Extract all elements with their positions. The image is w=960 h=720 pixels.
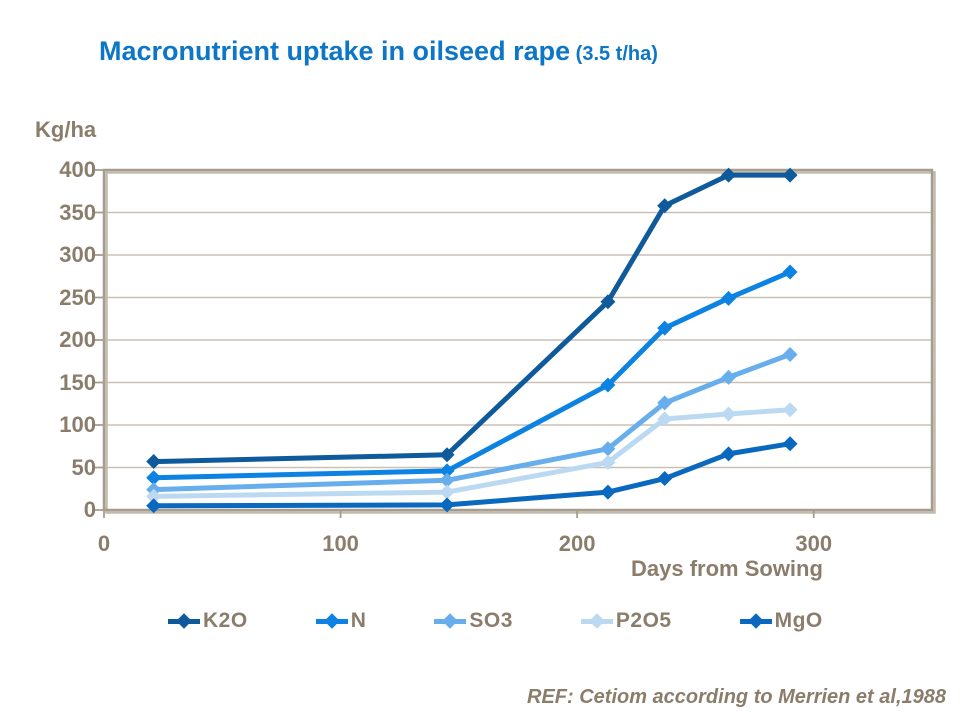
marker-K2O-264	[721, 167, 737, 183]
legend-marker-diamond-icon	[747, 613, 764, 629]
marker-MgO-264	[721, 446, 737, 462]
y-axis-unit-label: Kg/ha	[35, 117, 97, 142]
marker-N-290	[782, 264, 798, 280]
legend-marker-line-MgO	[739, 613, 772, 629]
marker-P2O5-290	[782, 402, 798, 418]
y-tick-label-0: 0	[83, 497, 96, 522]
legend-marker-diamond-icon	[589, 613, 605, 629]
y-tick-label-50: 50	[71, 454, 96, 480]
legend-marker-line-K2O	[168, 613, 200, 629]
marker-K2O-237	[657, 198, 673, 214]
legend-marker-diamond-icon	[442, 613, 459, 629]
marker-K2O-145	[439, 447, 455, 463]
marker-N-21	[146, 470, 162, 486]
marker-MgO-145	[439, 497, 455, 513]
marker-MgO-290	[782, 436, 798, 452]
legend-marker-diamond-icon	[176, 613, 192, 629]
marker-P2O5-213	[600, 454, 616, 470]
series-line-N	[151, 269, 793, 481]
marker-SO3-213	[600, 441, 616, 457]
marker-N-264	[721, 290, 737, 306]
legend-marker-line-SO3	[434, 613, 467, 629]
series-line-SO3	[151, 351, 793, 493]
x-tick-label-100: 100	[322, 531, 359, 556]
marker-MgO-21	[146, 498, 162, 514]
marker-SO3-264	[721, 369, 737, 385]
marker-MgO-237	[657, 471, 673, 487]
y-tick-label-100: 100	[59, 412, 96, 437]
marker-P2O5-145	[439, 484, 455, 500]
legend-marker-line-N	[315, 613, 348, 629]
legend-label-N: N	[350, 609, 367, 632]
marker-K2O-290	[782, 167, 798, 183]
y-tick-label-350: 350	[59, 199, 96, 225]
x-tick-label-200: 200	[558, 531, 596, 556]
legend-label-MgO: MgO	[774, 609, 823, 632]
series-line-MgO	[151, 441, 793, 509]
chart-title-main: Macronutrient uptake in oilseed rape	[99, 36, 571, 66]
marker-P2O5-21	[146, 488, 162, 504]
y-tick-label-250: 250	[59, 284, 96, 310]
x-tick-label-300: 300	[795, 531, 833, 556]
x-axis-title: Days from Sowing	[631, 556, 823, 581]
y-tick-label-200: 200	[59, 327, 96, 352]
chart-title-suffix: (3.5 t/ha)	[570, 43, 658, 65]
marker-P2O5-264	[721, 406, 737, 422]
marker-SO3-237	[657, 395, 673, 411]
series-line-K2O	[151, 172, 793, 465]
series-line-P2O5	[151, 407, 793, 499]
marker-N-145	[439, 463, 455, 479]
y-tick-label-150: 150	[59, 369, 96, 395]
x-tick-label-0: 0	[97, 531, 111, 556]
legend-label-SO3: SO3	[469, 609, 513, 632]
legend-item-MgO: MgO	[739, 609, 823, 633]
marker-N-237	[657, 320, 673, 336]
chart-plot-area	[95, 167, 936, 518]
marker-SO3-290	[782, 346, 798, 362]
marker-P2O5-237	[657, 411, 673, 427]
legend-marker-line-P2O5	[580, 613, 613, 629]
marker-K2O-21	[146, 454, 162, 470]
marker-MgO-213	[600, 484, 616, 500]
reference-note: REF: Cetiom according to Merrien et al,1…	[527, 686, 946, 708]
marker-K2O-213	[600, 294, 616, 310]
marker-N-213	[600, 377, 616, 393]
plot-frame-shadow	[105, 171, 936, 514]
chart-legend: K2O N SO3 P2O5 MgO	[168, 609, 823, 633]
y-tick-label-300: 300	[59, 242, 96, 267]
legend-marker-diamond-icon	[323, 613, 340, 629]
y-tick-label-400: 400	[59, 157, 96, 182]
legend-label-P2O5: P2O5	[615, 609, 672, 632]
legend-item-N: N	[315, 609, 367, 633]
legend-item-K2O: K2O	[168, 609, 248, 633]
chart-title: Macronutrient uptake in oilseed rape (3.…	[99, 36, 658, 67]
legend-item-SO3: SO3	[434, 609, 513, 633]
legend-item-P2O5: P2O5	[580, 609, 672, 633]
legend-label-K2O: K2O	[203, 609, 248, 632]
marker-SO3-145	[439, 472, 455, 488]
